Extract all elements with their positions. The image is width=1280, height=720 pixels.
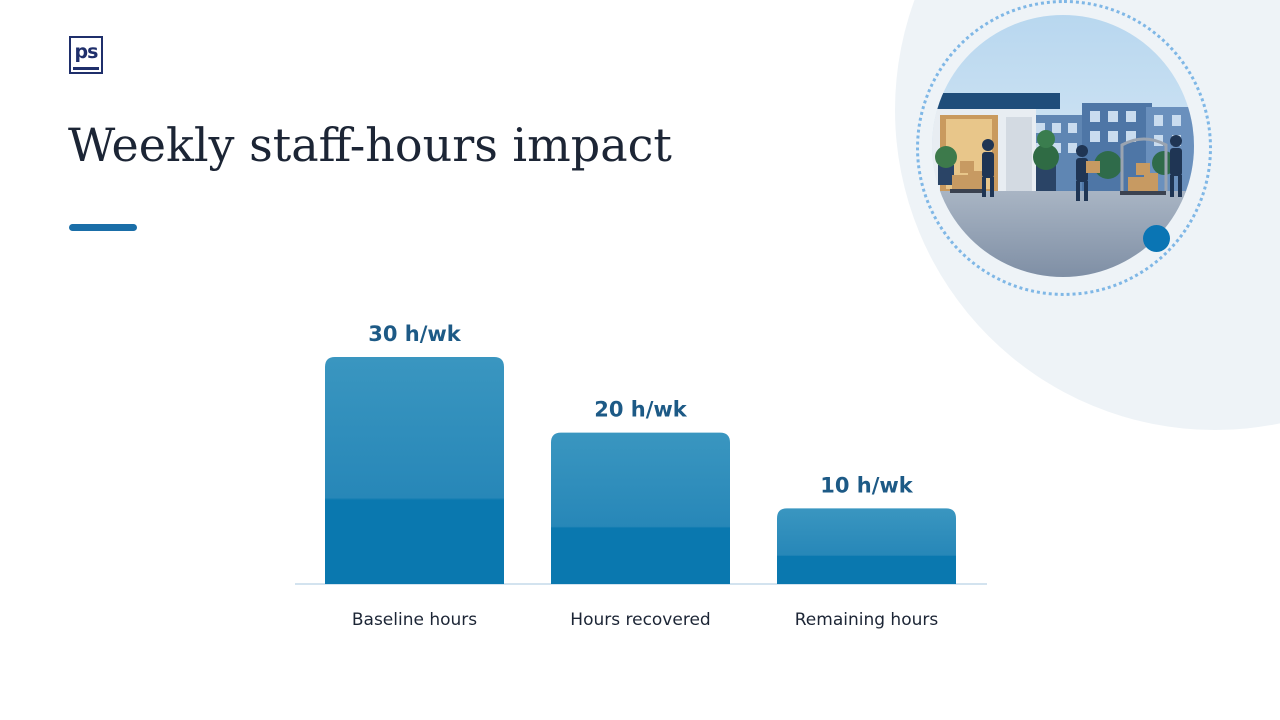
category-label: Remaining hours <box>795 610 939 630</box>
bar-remaining-hours <box>777 508 956 584</box>
logo: ps <box>69 36 103 74</box>
bar-value-label: 30 h/wk <box>368 322 462 346</box>
bar-hours-recovered <box>551 432 730 584</box>
title-accent-rule <box>69 224 137 231</box>
hotel-delivery-photo <box>932 15 1194 277</box>
photo-dotted-ring <box>916 0 1212 296</box>
photo-accent-dot <box>1143 225 1170 252</box>
logo-text: ps <box>74 41 99 63</box>
photo-illustration <box>932 15 1194 277</box>
page-title: Weekly staff-hours impact <box>68 118 672 172</box>
logo-underline <box>73 67 99 70</box>
bar-value-label: 20 h/wk <box>594 398 688 422</box>
bar-value-label: 10 h/wk <box>820 473 914 497</box>
category-label: Baseline hours <box>352 610 477 630</box>
category-label: Hours recovered <box>570 610 710 630</box>
bar-baseline-hours <box>325 357 504 584</box>
